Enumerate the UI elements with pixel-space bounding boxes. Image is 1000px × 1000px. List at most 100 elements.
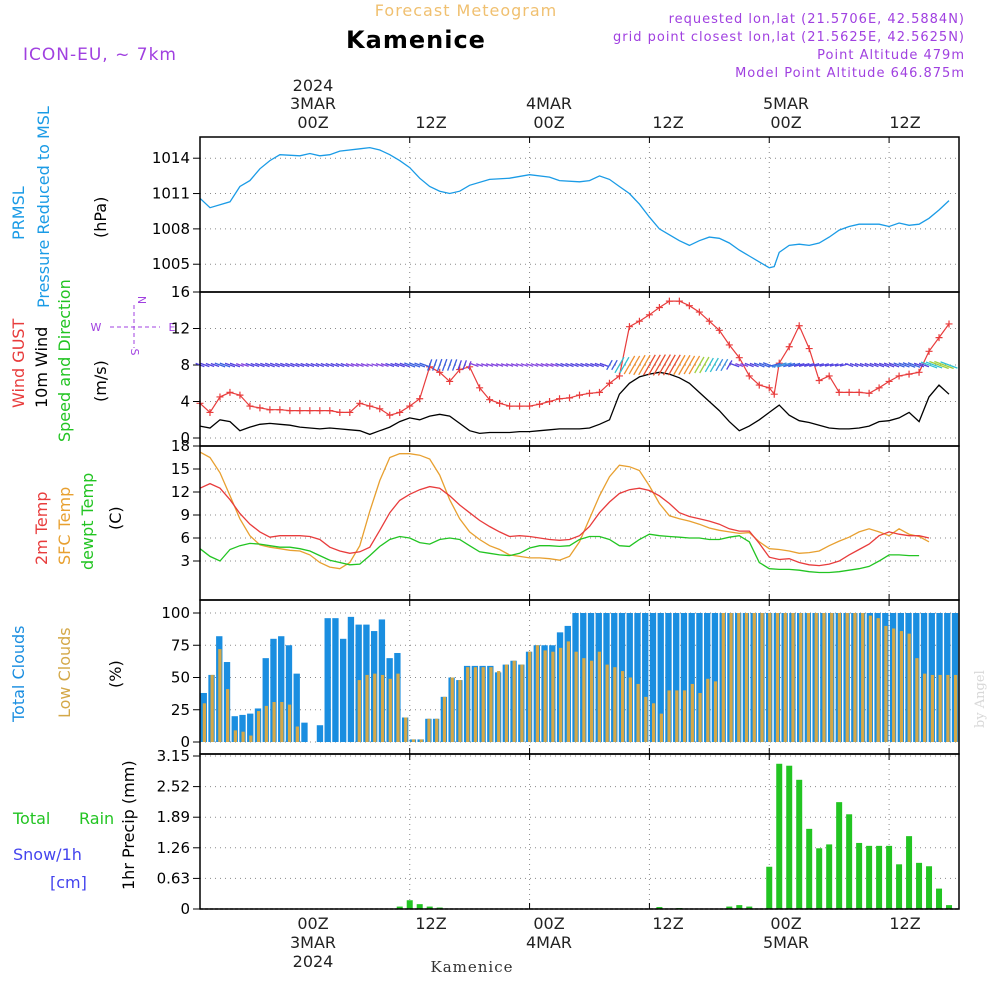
low-cloud-bar xyxy=(203,703,206,742)
bottom-tick-1: 00Z xyxy=(297,914,328,933)
gust-marker xyxy=(686,302,693,309)
low-cloud-bar xyxy=(722,613,725,742)
low-cloud-bar xyxy=(939,675,942,742)
low-cloud-bar xyxy=(815,613,818,742)
precip-labels: Total Rain Snow/1h [cm] 1hr Precip (mm) xyxy=(12,760,138,892)
low-cloud-bar xyxy=(660,714,663,742)
gust-marker xyxy=(366,403,373,410)
y-tick-label: 15 xyxy=(171,460,190,478)
low-cloud-bar xyxy=(544,650,547,742)
top-tick-3: 00Z xyxy=(533,113,564,132)
top-year: 2024 xyxy=(293,76,334,95)
low-cloud-bar xyxy=(706,679,709,742)
footer-location: Kamenice xyxy=(431,958,514,976)
precip-rain-label: Rain xyxy=(79,809,114,828)
low-cloud-bar xyxy=(675,690,678,742)
gust-marker xyxy=(556,395,563,402)
low-cloud-bar xyxy=(861,613,864,742)
y-tick-label: 16 xyxy=(171,283,190,301)
cloud-unit: (%) xyxy=(106,660,125,688)
low-cloud-bar xyxy=(946,675,949,742)
y-tick-label: 9 xyxy=(180,506,190,524)
total-cloud-label: Total Clouds xyxy=(9,626,28,724)
gust-marker xyxy=(826,372,833,379)
y-tick-label: 4 xyxy=(180,393,190,411)
gust-marker xyxy=(856,389,863,396)
sfc-label: SFC Temp xyxy=(55,487,74,565)
wind-arrow xyxy=(615,357,624,373)
gust-label: Wind GUST xyxy=(9,318,28,408)
precip-unit: 1hr Precip (mm) xyxy=(119,760,138,890)
gust-marker xyxy=(846,389,853,396)
low-cloud-bar xyxy=(636,684,639,742)
low-cloud-bar xyxy=(211,675,214,742)
precip-bar xyxy=(766,867,772,909)
total-cloud-bar xyxy=(348,617,354,742)
low-cloud-bar xyxy=(590,661,593,742)
wind-arrow xyxy=(695,357,704,373)
top-tick-1: 00Z xyxy=(297,113,328,132)
gust-marker xyxy=(376,405,383,412)
y-tick-label: 1008 xyxy=(152,220,190,238)
prmsl-labels: PRMSL Pressure Reduced to MSL (hPa) xyxy=(9,106,110,308)
low-cloud-bar xyxy=(760,613,763,742)
low-cloud-bar xyxy=(691,684,694,742)
bottom-date-1: 3MAR xyxy=(290,933,336,952)
y-tick-label: 1.26 xyxy=(157,839,190,857)
low-cloud-bar xyxy=(908,634,911,742)
bottom-tick-2: 12Z xyxy=(415,914,446,933)
gust-marker xyxy=(636,318,643,325)
bottom-tick-4: 12Z xyxy=(652,914,683,933)
low-cloud-bar xyxy=(698,693,701,742)
low-cloud-bar xyxy=(768,613,771,742)
top-tick-2: 12Z xyxy=(415,113,446,132)
gust-marker xyxy=(786,343,793,350)
low-cloud-bar xyxy=(458,680,461,742)
meteogram: Forecast Meteogram Kamenice ICON-EU, ~ 7… xyxy=(0,0,1000,1000)
low-cloud-bar xyxy=(226,689,229,742)
low-cloud-bar xyxy=(513,661,516,742)
y-tick-label: 1014 xyxy=(152,149,190,167)
precip-bar xyxy=(786,766,792,909)
y-tick-label: 8 xyxy=(180,356,190,374)
gust-marker xyxy=(286,407,293,414)
gust-marker xyxy=(496,400,503,407)
gust-marker xyxy=(816,377,823,384)
total-cloud-bar xyxy=(340,639,346,742)
y-tick-label: 12 xyxy=(171,320,190,338)
watermark: by Angel xyxy=(973,670,988,728)
low-cloud-bar xyxy=(520,665,523,742)
compass-south: S xyxy=(128,349,141,356)
total-cloud-bar xyxy=(325,618,331,742)
temp-labels: 2m Temp SFC Temp dewpt Temp (C) xyxy=(32,473,125,570)
low-cloud-bar xyxy=(497,671,500,742)
low-cloud-bar xyxy=(830,613,833,742)
gust-marker xyxy=(396,409,403,416)
speed-dir-label: Speed and Direction xyxy=(55,279,74,442)
low-cloud-bar xyxy=(551,652,554,742)
total-cloud-bar xyxy=(301,723,307,742)
low-cloud-bar xyxy=(505,665,508,742)
panel-frame xyxy=(200,292,959,446)
gust-marker xyxy=(326,407,333,414)
gust-marker xyxy=(216,393,223,400)
cloud-labels: Total Clouds Low Clouds (%) xyxy=(9,626,125,724)
panel-frame xyxy=(200,754,959,909)
y-tick-label: 6 xyxy=(180,529,190,547)
gust-marker xyxy=(576,392,583,399)
top-date-2: 4MAR xyxy=(526,94,572,113)
precip-bar xyxy=(926,866,932,909)
low-cloud-bar xyxy=(482,667,485,742)
low-cloud-bar xyxy=(822,613,825,742)
low-cloud-bar xyxy=(567,641,570,742)
temp-2m-line xyxy=(200,484,929,566)
low-cloud-bar xyxy=(559,648,562,742)
low-cloud-bar xyxy=(412,739,415,742)
wind-speed-line xyxy=(200,372,949,434)
low-cloud-bar xyxy=(396,674,399,742)
precip-bar xyxy=(776,764,782,909)
gust-marker xyxy=(866,390,873,397)
bottom-year: 2024 xyxy=(293,952,334,971)
wind-arrow xyxy=(700,357,709,373)
gust-marker xyxy=(316,407,323,414)
